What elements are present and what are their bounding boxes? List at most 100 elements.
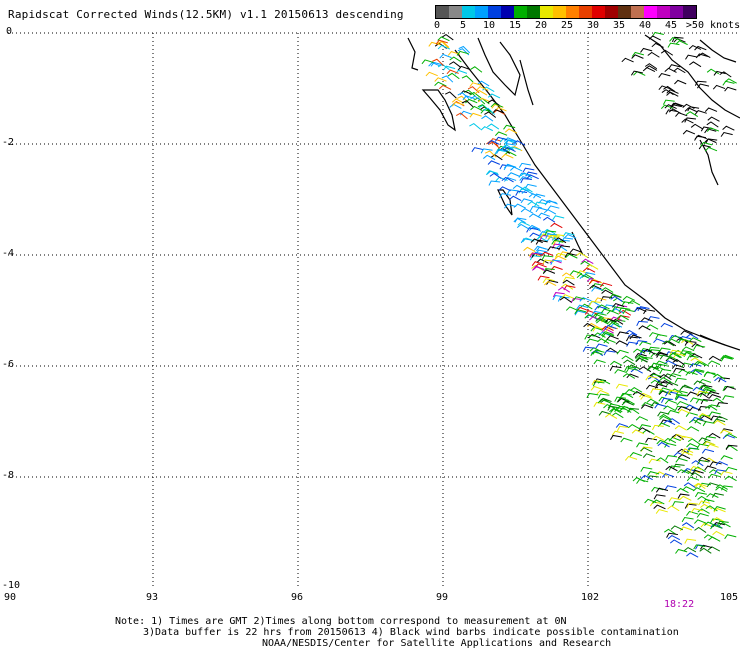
wind-barb <box>520 186 533 193</box>
wind-barb <box>483 154 496 161</box>
map-title: Rapidscat Corrected Winds(12.5KM) v1.1 2… <box>8 8 404 21</box>
wind-barb <box>690 123 704 130</box>
wind-barb <box>485 170 499 176</box>
wind-barb <box>487 160 501 165</box>
wind-barb <box>719 429 733 435</box>
wind-barb <box>635 416 649 421</box>
wind-barb <box>715 486 728 492</box>
wind-barb <box>663 405 676 411</box>
wind-barb <box>441 75 454 83</box>
wind-barb <box>682 351 695 357</box>
wind-barb <box>621 301 634 307</box>
wind-barb <box>503 165 516 171</box>
wind-barb <box>535 239 548 245</box>
wind-barb <box>668 108 682 114</box>
wind-barb <box>674 377 687 383</box>
wind-barb <box>725 466 738 472</box>
wind-barb <box>675 112 688 117</box>
wind-barb <box>541 255 554 261</box>
wind-barb <box>698 413 711 419</box>
wind-barb <box>718 377 730 383</box>
wind-barb <box>582 346 595 352</box>
colorbar-segment <box>618 6 631 18</box>
wind-barb <box>631 429 645 435</box>
wind-barb <box>522 237 535 243</box>
wind-barb <box>528 226 542 232</box>
wind-barb <box>720 470 733 476</box>
pass-timestamp: 18:22 <box>664 599 695 610</box>
wind-barb <box>619 392 632 399</box>
wind-barb <box>672 501 684 507</box>
wind-barb <box>600 296 613 302</box>
colorbar-label: 5 <box>459 20 467 31</box>
colorbar-label: 25 <box>560 20 574 31</box>
wind-barb <box>541 251 554 257</box>
wind-barb <box>679 435 693 441</box>
colorbar-segment <box>579 6 592 18</box>
wind-barb <box>680 384 694 390</box>
wind-barb <box>722 80 735 86</box>
wind-barb <box>686 333 699 340</box>
wind-barb <box>616 331 629 337</box>
wind-barb <box>611 308 624 314</box>
wind-barb <box>467 86 480 94</box>
wind-barb <box>473 97 486 105</box>
wind-barb <box>673 349 686 356</box>
wind-barb <box>564 252 577 258</box>
wind-barb <box>645 384 659 390</box>
wind-barb <box>469 91 482 99</box>
wind-barb <box>689 337 702 343</box>
wind-barb <box>543 228 556 235</box>
wind-barb <box>700 141 713 147</box>
wind-barb <box>650 352 663 358</box>
wind-barb <box>592 326 605 332</box>
wind-barb <box>656 457 669 464</box>
colorbar-segment <box>592 6 605 18</box>
wind-barb <box>714 376 727 383</box>
wind-barb <box>587 322 600 329</box>
colorbar-segment <box>501 6 514 18</box>
wind-barb <box>636 479 649 484</box>
wind-barb <box>586 264 599 270</box>
wind-barb <box>709 461 722 467</box>
wind-barb <box>675 457 688 463</box>
wind-barb <box>513 140 526 146</box>
wind-barb <box>606 309 620 315</box>
colorbar-label: 15 <box>508 20 522 31</box>
wind-barb <box>425 71 438 77</box>
wind-barb <box>449 103 462 109</box>
wind-barb <box>713 373 726 380</box>
wind-barb <box>707 116 720 122</box>
wind-barb <box>705 404 718 411</box>
wind-barb <box>720 355 733 360</box>
wind-barb <box>490 154 503 161</box>
wind-barb <box>534 245 547 251</box>
wind-barb <box>719 71 732 78</box>
colorbar-segment <box>605 6 618 18</box>
wind-barb <box>665 455 678 461</box>
wind-barb <box>631 51 644 57</box>
wind-barb <box>693 482 706 490</box>
colorbar-segment <box>475 6 488 18</box>
wind-barb <box>698 437 711 442</box>
wind-barb <box>654 403 667 409</box>
wind-barb <box>697 508 710 514</box>
wind-barb <box>704 128 717 134</box>
wind-barb <box>487 139 500 145</box>
wind-barb <box>561 283 574 290</box>
wind-barb <box>615 340 628 346</box>
wind-barb <box>593 401 606 407</box>
wind-barb <box>625 329 638 336</box>
wind-barb <box>697 392 710 399</box>
wind-barb <box>722 395 735 401</box>
wind-barb <box>487 99 500 106</box>
wind-barb <box>677 408 690 414</box>
wind-barb <box>661 89 674 96</box>
wind-barb <box>588 279 601 285</box>
wind-barb <box>664 485 677 491</box>
wind-barb <box>668 436 681 442</box>
colorbar-segment <box>488 6 501 18</box>
wind-barb <box>652 499 665 505</box>
wind-barb <box>688 44 702 50</box>
wind-barb <box>686 426 700 432</box>
